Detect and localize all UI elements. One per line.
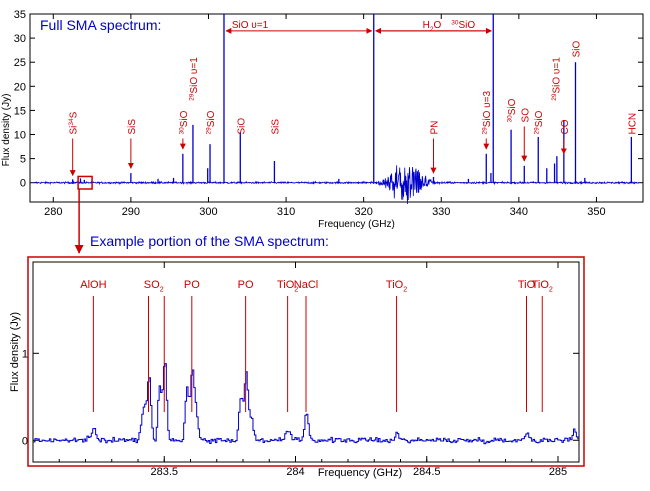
- bottom-line-label: TiO: [518, 279, 536, 291]
- top-line-label: PN: [429, 121, 440, 135]
- top-line-label: SiS: [127, 119, 138, 135]
- bottom-line-label: PO: [238, 279, 254, 291]
- bottom-y-axis-label: Flux density (Jy): [9, 312, 21, 392]
- top-line-label: 30SiO: [178, 110, 190, 134]
- zoom-region-box: [77, 175, 93, 190]
- top-line-label: 30SiO: [507, 98, 519, 122]
- top-line-label: Si34S: [68, 111, 80, 134]
- bottom-y-tick-label: 1: [22, 348, 28, 360]
- bottom-line-label: TiO2: [277, 279, 298, 293]
- bottom-outer-frame-red: [27, 256, 585, 467]
- top-x-tick-label: 330: [432, 206, 450, 218]
- top-line-label: CO: [560, 119, 571, 134]
- top-line-label: SO: [520, 108, 531, 123]
- bottom-line-label: AlOH: [80, 279, 106, 291]
- top-line-label: SiO: [236, 118, 247, 135]
- top-line-label: SiS: [270, 119, 281, 135]
- top-x-tick-label: 290: [122, 206, 140, 218]
- top-line-label: SiO: [571, 40, 582, 57]
- top-y-tick-label: 15: [14, 105, 26, 117]
- top-line-label: 29SiO: [534, 110, 546, 134]
- bottom-line-label: PO: [184, 279, 200, 291]
- top-x-tick-label: 300: [199, 206, 217, 218]
- top-plot-frame: [29, 13, 644, 203]
- top-x-tick-label: 320: [354, 206, 372, 218]
- bottom-spectrum-trace: [33, 363, 579, 445]
- top-y-axis-label: Flux density (Jy): [1, 94, 12, 167]
- top-y-tick-label: 5: [20, 154, 26, 166]
- bottom-x-tick-label: 284.5: [413, 466, 441, 478]
- top-y-tick-label: 30: [14, 33, 26, 45]
- top-line-label: 29SiO υ=1: [551, 57, 563, 101]
- bottom-panel-title: Example portion of the SMA spectrum:: [90, 233, 329, 249]
- top-line-label: 29SiO υ=3: [482, 91, 494, 135]
- top-x-tick-label: 280: [44, 206, 62, 218]
- bottom-line-label: TiO2: [386, 279, 407, 293]
- top-y-tick-label: 20: [14, 81, 26, 93]
- bottom-x-axis-label: Frequency (GHz): [318, 467, 402, 479]
- top-y-tick-label: 35: [14, 9, 26, 21]
- top-y-tick-label: 25: [14, 57, 26, 69]
- bottom-y-tick-label: 0: [22, 435, 28, 447]
- bottom-x-tick-label: 285: [549, 466, 567, 478]
- bottom-line-label: NaCl: [294, 279, 318, 291]
- top-x-tick-label: 340: [510, 206, 528, 218]
- top-x-tick-label: 350: [587, 206, 605, 218]
- bottom-x-tick-label: 284: [286, 466, 304, 478]
- top-line-label: 29SiO υ=1: [188, 57, 200, 101]
- top-line-label: SiO υ=1: [232, 20, 269, 31]
- bottom-x-tick-label: 283.5: [150, 466, 178, 478]
- top-y-tick-label: 10: [14, 130, 26, 142]
- top-y-tick-label: 0: [20, 178, 26, 190]
- top-x-tick-label: 310: [277, 206, 295, 218]
- top-x-axis-label: Frequency (GHz): [318, 219, 395, 230]
- top-line-label: HCN: [627, 113, 638, 135]
- top-line-label: 29SiO: [206, 110, 218, 134]
- bottom-line-label: TiO2: [532, 279, 553, 293]
- top-line-label: 30SiO: [451, 19, 475, 31]
- bottom-line-label: SO2: [144, 279, 164, 293]
- top-panel-title: Full SMA spectrum:: [40, 17, 161, 33]
